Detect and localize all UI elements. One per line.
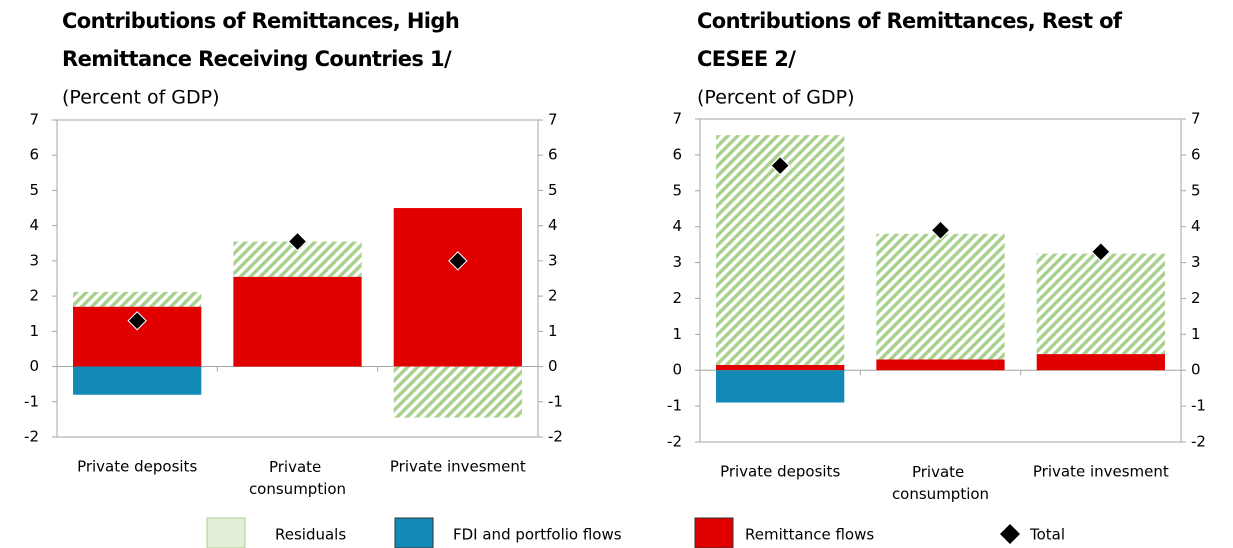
- y2-tick-label: -2: [1191, 433, 1206, 451]
- total-marker: [287, 231, 308, 252]
- total-marker: [127, 311, 147, 331]
- chart-subtitle: (Percent of GDP): [62, 87, 220, 109]
- x-tick-label: Private invesment: [390, 458, 526, 476]
- x-tick-label: Private invesment: [1033, 463, 1169, 481]
- legend-label: Total: [1029, 526, 1065, 544]
- x-tick-label: Private deposits: [77, 458, 197, 476]
- bar-segment: [876, 233, 1005, 360]
- legend-swatch: [206, 517, 246, 548]
- y-tick-label: 5: [29, 181, 39, 199]
- y-tick-label: 7: [672, 110, 682, 128]
- y2-tick-label: 3: [548, 251, 558, 269]
- y-tick-label: 4: [672, 217, 682, 235]
- bar-segment: [73, 291, 202, 307]
- bar-segment: [876, 359, 1005, 371]
- bar-segment: [73, 366, 202, 395]
- bar-segment: [716, 364, 845, 371]
- y-tick-label: 6: [29, 146, 39, 164]
- y-tick-label: -1: [24, 392, 39, 410]
- legend-label: Remittance flows: [745, 526, 874, 544]
- y2-tick-label: 6: [548, 146, 558, 164]
- x-tick-label: Private consumption: [892, 463, 989, 503]
- y-tick-label: 0: [29, 357, 39, 375]
- chart-subtitle: (Percent of GDP): [697, 87, 855, 109]
- y-tick-label: 0: [672, 361, 682, 379]
- y-tick-label: -2: [667, 433, 682, 451]
- y2-tick-label: -1: [1191, 397, 1206, 415]
- y2-tick-label: 7: [1191, 110, 1201, 128]
- y2-tick-label: -1: [548, 392, 563, 410]
- plot-frame: [699, 118, 1182, 443]
- y2-tick-label: 4: [1191, 217, 1201, 235]
- legend: Residuals FDI and portfolio flows Remittan…: [206, 517, 1065, 548]
- plot-frame: [56, 119, 539, 438]
- legend-marker: [1000, 524, 1020, 544]
- chart-title: Contributions of Remittances, High Remit…: [62, 9, 466, 71]
- bar-segment: [1036, 354, 1165, 371]
- bar-segment: [393, 208, 522, 367]
- legend-swatch: [394, 517, 434, 548]
- y2-tick-label: 1: [548, 322, 558, 340]
- y2-tick-label: 5: [1191, 181, 1201, 199]
- y-tick-label: 1: [29, 322, 39, 340]
- total-marker: [770, 155, 790, 176]
- y-tick-label: 4: [29, 216, 39, 234]
- chart-title: Contributions of Remittances, Rest of CE…: [697, 9, 1128, 71]
- legend-label: Residuals: [275, 526, 346, 544]
- y-tick-label: 6: [672, 145, 682, 163]
- y2-tick-label: 2: [548, 287, 558, 305]
- y-tick-label: 3: [29, 251, 39, 269]
- legend-swatch: [694, 517, 734, 548]
- y-tick-label: -2: [24, 428, 39, 446]
- y2-tick-label: 2: [1191, 289, 1201, 307]
- y2-tick-label: 4: [548, 216, 558, 234]
- y2-tick-label: 5: [548, 181, 558, 199]
- y-tick-label: 7: [29, 111, 39, 129]
- bar-segment: [1036, 253, 1165, 355]
- total-marker: [448, 251, 468, 271]
- y2-tick-label: -2: [548, 428, 563, 446]
- x-tick-label: Private deposits: [720, 463, 840, 481]
- bar-segment: [233, 276, 362, 367]
- total-marker: [1091, 242, 1111, 262]
- y2-tick-label: 0: [548, 357, 558, 375]
- y-tick-label: 2: [29, 287, 39, 305]
- bar-segment: [393, 366, 522, 418]
- chart: Contributions of Remittances, High Remit…: [24, 9, 563, 498]
- legend-label: FDI and portfolio flows: [453, 526, 622, 544]
- y-tick-label: 1: [672, 325, 682, 343]
- y2-tick-label: 7: [548, 111, 558, 129]
- total-marker: [930, 220, 951, 240]
- y2-tick-label: 1: [1191, 325, 1201, 343]
- y-tick-label: 3: [672, 253, 682, 271]
- y2-tick-label: 0: [1191, 361, 1201, 379]
- bar-segment: [716, 370, 845, 403]
- y-tick-label: 2: [672, 289, 682, 307]
- chart: Contributions of Remittances, Rest of CE…: [667, 9, 1206, 503]
- y-tick-label: -1: [667, 397, 682, 415]
- y2-tick-label: 3: [1191, 253, 1201, 271]
- y-tick-label: 5: [672, 181, 682, 199]
- x-tick-label: Private consumption: [249, 458, 346, 498]
- y2-tick-label: 6: [1191, 145, 1201, 163]
